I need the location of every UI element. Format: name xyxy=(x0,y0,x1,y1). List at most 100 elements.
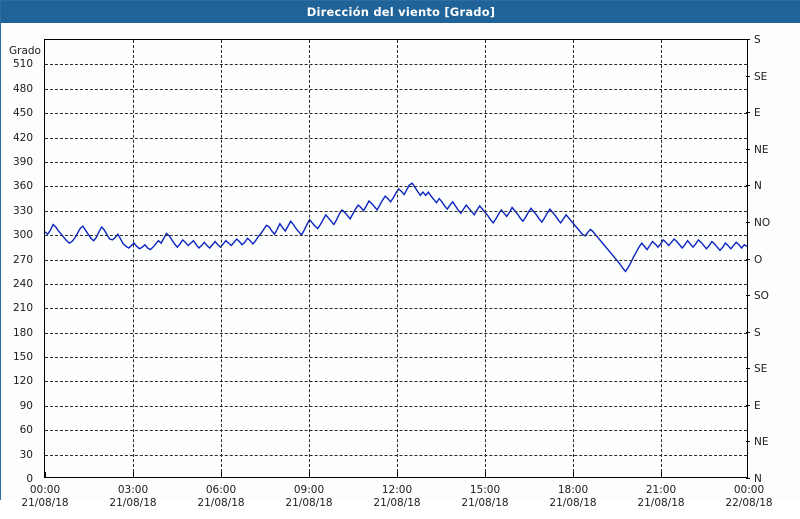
x-axis-tick-label: 15:00 21/08/18 xyxy=(461,484,508,510)
y-axis-tick-label: 360 xyxy=(12,180,33,193)
gridline-horizontal xyxy=(45,283,747,285)
y-axis-unit-label: Grado xyxy=(9,45,41,57)
gridline-horizontal xyxy=(45,186,747,188)
right-axis-tick-label: E xyxy=(754,399,761,412)
gridline-horizontal xyxy=(45,235,747,237)
y-axis-tick-label: 240 xyxy=(12,277,33,290)
gridline-horizontal xyxy=(45,210,747,212)
x-tick-time: 00:00 xyxy=(29,484,61,496)
gridline-horizontal xyxy=(45,88,747,90)
y-axis-left: 0 30 60 90 120 150 180 210 240 270 300 330 360 390 420… xyxy=(1,39,39,485)
right-axis-tick xyxy=(746,185,750,187)
x-axis-tick-label: 00:00 22/08/18 xyxy=(725,484,772,510)
y-axis-tick-label: 330 xyxy=(12,204,33,217)
x-tick-time: 21:00 xyxy=(645,484,677,496)
x-tick-date: 21/08/18 xyxy=(373,497,421,509)
x-axis-tick-label: 00:00 21/08/18 xyxy=(21,484,68,510)
gridline-horizontal xyxy=(45,64,747,66)
y-axis-tick-label: 120 xyxy=(12,375,33,388)
y-axis-tick-label: 480 xyxy=(12,82,33,95)
gridline-horizontal xyxy=(45,332,747,334)
y-axis-tick-label: 450 xyxy=(12,107,33,120)
x-axis-tick xyxy=(309,472,310,477)
right-axis-tick xyxy=(746,221,750,223)
gridline-vertical xyxy=(573,40,574,477)
window-title-bar: Dirección del viento [Grado] xyxy=(1,1,800,23)
x-tick-date: 21/08/18 xyxy=(549,497,597,509)
right-axis-tick-label: SE xyxy=(754,363,768,376)
right-axis-tick-label: NO xyxy=(754,216,771,229)
x-axis-tick xyxy=(221,472,222,477)
right-axis-tick xyxy=(746,478,750,479)
gridline-horizontal xyxy=(45,137,747,139)
gridline-horizontal xyxy=(45,405,747,407)
x-axis-tick-label: 03:00 21/08/18 xyxy=(109,484,156,510)
right-axis-tick xyxy=(746,258,750,260)
x-axis-tick xyxy=(573,472,574,477)
chart-canvas: Grado 0 30 60 90 120 150 180 210 240 270 300 330 360… xyxy=(1,23,800,509)
gridline-vertical xyxy=(309,40,310,477)
x-tick-time: 09:00 xyxy=(293,484,325,496)
x-tick-date: 22/08/18 xyxy=(725,497,773,509)
x-axis-tick xyxy=(133,472,134,477)
gridline-horizontal xyxy=(45,381,747,383)
gridline-horizontal xyxy=(45,308,747,310)
gridline-horizontal xyxy=(45,259,747,261)
x-axis-tick xyxy=(45,472,46,477)
y-axis-tick-label: 390 xyxy=(12,155,33,168)
gridline-vertical xyxy=(397,40,398,477)
x-tick-date: 21/08/18 xyxy=(461,497,509,509)
right-axis-tick-label: N xyxy=(754,180,762,193)
right-axis-tick-label: S xyxy=(754,34,761,46)
right-axis-tick xyxy=(746,39,750,40)
plot-area xyxy=(44,39,748,478)
right-axis-tick-label: NE xyxy=(754,436,769,449)
y-axis-tick-label: 0 xyxy=(26,473,33,485)
gridline-horizontal xyxy=(45,454,747,456)
series-line xyxy=(45,40,747,477)
right-axis-tick-label: SE xyxy=(754,70,768,83)
x-axis-tick xyxy=(661,472,662,477)
gridline-vertical xyxy=(661,40,662,477)
y-axis-tick-label: 90 xyxy=(19,399,33,412)
x-axis-tick-label: 12:00 21/08/18 xyxy=(373,484,420,510)
y-axis-tick-label: 510 xyxy=(12,58,33,71)
right-axis-tick xyxy=(746,75,750,77)
gridline-horizontal xyxy=(45,113,747,115)
x-axis-tick xyxy=(485,472,486,477)
x-tick-date: 21/08/18 xyxy=(109,497,157,509)
y-axis-tick-label: 420 xyxy=(12,131,33,144)
y-axis-tick-label: 300 xyxy=(12,229,33,242)
right-axis-tick-label: E xyxy=(754,107,761,120)
y-axis-tick-label: 270 xyxy=(12,253,33,266)
x-tick-time: 18:00 xyxy=(557,484,589,496)
y-axis-tick-label: 210 xyxy=(12,302,33,315)
right-axis-tick-label: O xyxy=(754,253,763,266)
right-axis-tick-label: S xyxy=(754,326,761,339)
x-axis-tick-label: 21:00 21/08/18 xyxy=(637,484,684,510)
right-axis-tick xyxy=(746,404,750,406)
gridline-vertical xyxy=(485,40,486,477)
x-tick-time: 15:00 xyxy=(469,484,501,496)
x-tick-date: 21/08/18 xyxy=(637,497,685,509)
gridline-horizontal xyxy=(45,430,747,432)
y-axis-tick-label: 60 xyxy=(19,424,33,437)
page-title: Dirección del viento [Grado] xyxy=(306,5,496,19)
right-axis-tick-label: SO xyxy=(754,290,769,303)
gridline-vertical xyxy=(221,40,222,477)
x-axis-tick-label: 09:00 21/08/18 xyxy=(285,484,332,510)
right-axis-tick xyxy=(746,148,750,150)
right-axis-tick-label: NE xyxy=(754,143,769,156)
right-axis-tick-label: N xyxy=(754,473,762,485)
gridline-vertical xyxy=(133,40,134,477)
x-tick-time: 00:00 xyxy=(733,484,765,496)
y-axis-tick-label: 30 xyxy=(19,448,33,461)
right-axis-tick xyxy=(746,441,750,443)
x-tick-time: 03:00 xyxy=(117,484,149,496)
right-axis-tick xyxy=(746,295,750,297)
right-axis-tick xyxy=(746,112,750,114)
y-axis-tick-label: 150 xyxy=(12,351,33,364)
x-axis: 00:00 21/08/18 03:00 21/08/18 06:00 21/08/18 0… xyxy=(21,479,772,519)
x-tick-time: 12:00 xyxy=(381,484,413,496)
